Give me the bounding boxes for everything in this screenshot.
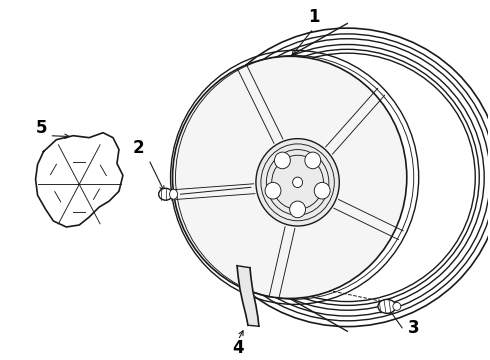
Text: 2: 2 xyxy=(133,139,145,157)
Ellipse shape xyxy=(265,183,281,199)
Text: 1: 1 xyxy=(308,8,319,26)
Ellipse shape xyxy=(293,177,302,188)
Ellipse shape xyxy=(378,300,396,313)
Text: 5: 5 xyxy=(36,119,47,137)
Ellipse shape xyxy=(393,302,401,310)
Ellipse shape xyxy=(274,152,291,169)
Ellipse shape xyxy=(305,152,321,169)
Ellipse shape xyxy=(314,183,330,199)
Text: 3: 3 xyxy=(408,319,419,337)
Ellipse shape xyxy=(290,201,306,218)
Text: 4: 4 xyxy=(232,339,244,357)
Ellipse shape xyxy=(256,139,339,226)
Ellipse shape xyxy=(170,189,177,199)
Ellipse shape xyxy=(159,188,172,200)
Ellipse shape xyxy=(172,56,407,298)
Polygon shape xyxy=(237,266,259,326)
